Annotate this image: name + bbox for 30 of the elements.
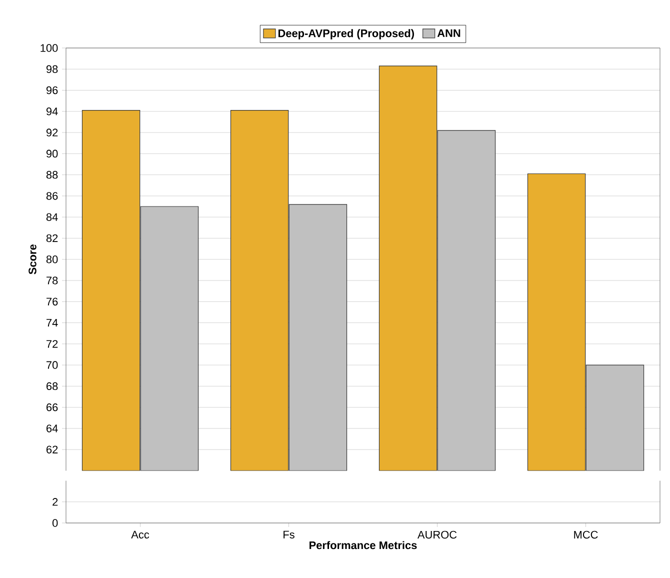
y-tick-label: 100 [40,44,58,52]
y-tick-label: 90 [46,150,58,158]
y-tick-label: 92 [46,128,58,136]
y-tick-label: 2 [52,498,58,506]
y-tick-label: 72 [46,340,58,348]
y-tick-label: 86 [46,192,58,200]
y-tick-label: 98 [46,65,58,74]
x-tick-label: MCC [574,530,598,539]
y-tick-label: 74 [46,318,58,327]
y-tick-label: 66 [46,403,58,412]
y-tick-label: 94 [46,108,58,116]
y-axis-title: Score [28,244,36,274]
x-tick-label: Acc [131,530,150,538]
x-axis-title: Performance Metrics [310,541,417,550]
y-tick-label: 70 [46,361,58,369]
y-tick-label: 96 [46,86,58,94]
y-tick-label: 78 [46,276,58,284]
y-tick-label: 68 [46,382,58,390]
y-tick-label: 0 [52,519,58,527]
y-tick-label: 82 [46,234,58,242]
legend-label: ANN [437,29,460,37]
legend-label: Deep-AVPpred (Proposed) [278,29,414,40]
x-tick-label: Fs [284,530,294,538]
y-tick-label: 80 [46,255,58,264]
y-tick-label: 88 [46,170,58,179]
y-tick-label: 64 [46,424,58,432]
y-tick-label: 84 [46,213,58,221]
y-tick-label: 62 [46,446,58,454]
x-tick-label: AUROC [417,530,457,539]
y-tick-label: 76 [46,298,58,306]
